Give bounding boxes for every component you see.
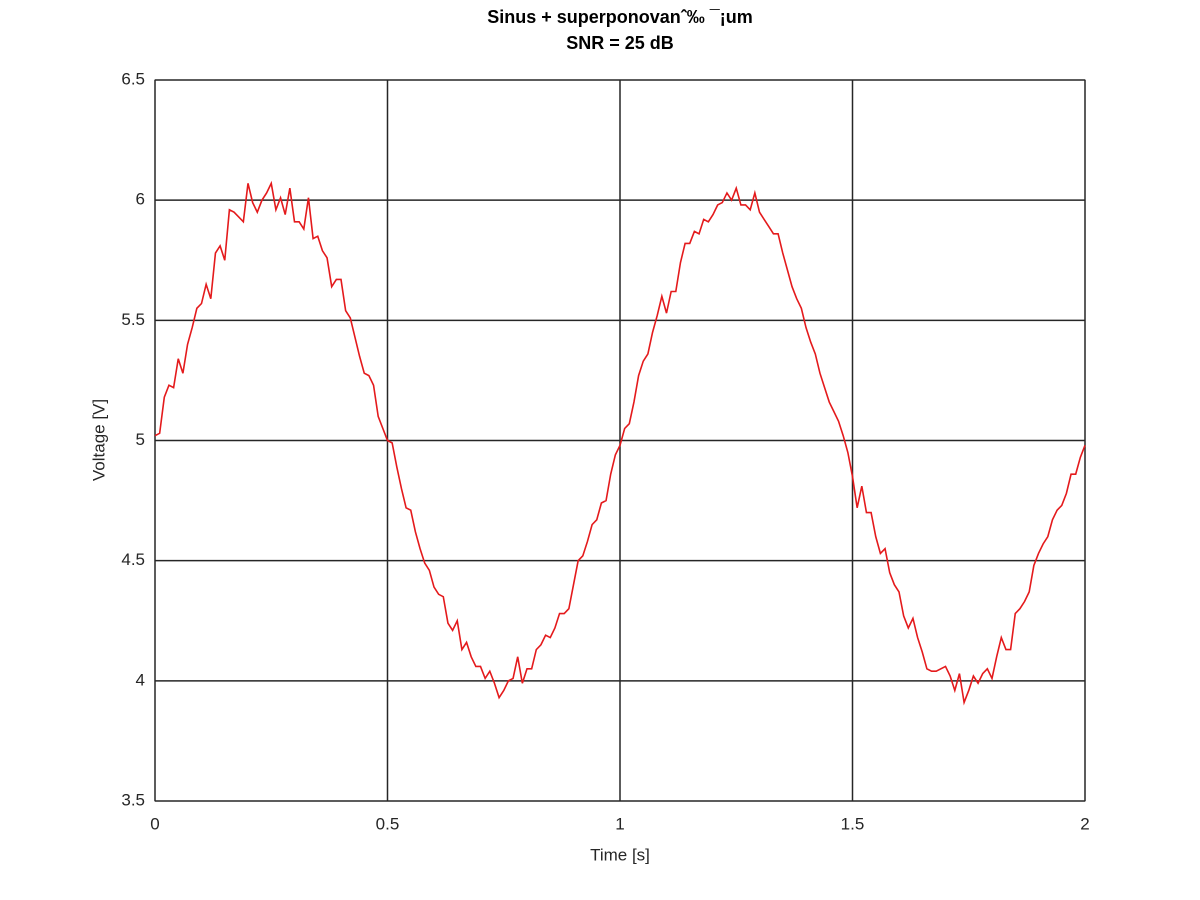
chart-title: Sinus + superponovanˆ‰ ¯¡um <box>487 7 752 27</box>
y-tick-label: 6.5 <box>121 69 145 88</box>
y-tick-label: 4 <box>136 670 145 689</box>
x-tick-label: 0 <box>150 814 159 833</box>
plot-frame <box>154 79 1086 802</box>
y-tick-label: 3.5 <box>121 790 145 809</box>
y-tick-label: 6 <box>136 190 145 209</box>
x-tick-label: 1 <box>615 814 624 833</box>
y-tick-label: 5.5 <box>121 310 145 329</box>
x-tick-label: 2 <box>1080 814 1089 833</box>
x-tick-label: 0.5 <box>376 814 400 833</box>
y-axis-label: Voltage [V] <box>89 399 108 481</box>
x-tick-label: 1.5 <box>841 814 865 833</box>
x-axis-label: Time [s] <box>590 845 650 864</box>
y-tick-label: 4.5 <box>121 550 145 569</box>
y-tick-label: 5 <box>136 430 145 449</box>
data-line <box>154 180 1086 706</box>
chart-subtitle: SNR = 25 dB <box>566 33 674 53</box>
